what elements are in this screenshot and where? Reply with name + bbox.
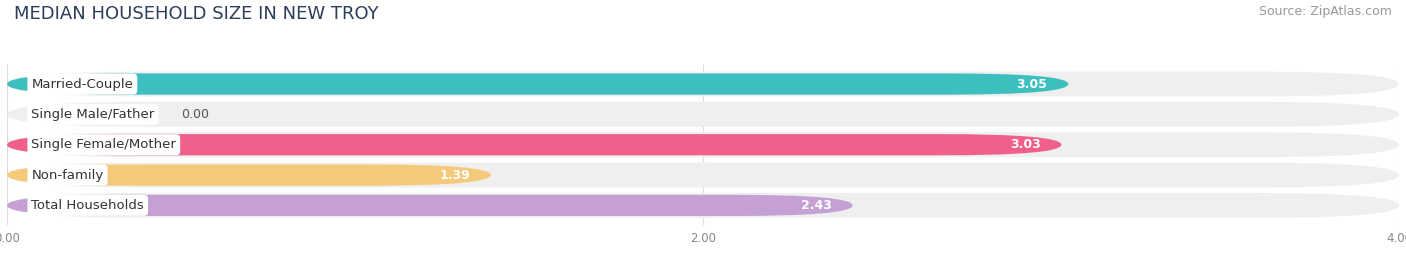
FancyBboxPatch shape (7, 132, 1399, 157)
FancyBboxPatch shape (7, 102, 1399, 127)
Text: Single Female/Mother: Single Female/Mother (31, 138, 176, 151)
Text: 3.05: 3.05 (1017, 77, 1047, 91)
Text: 3.03: 3.03 (1010, 138, 1040, 151)
Text: MEDIAN HOUSEHOLD SIZE IN NEW TROY: MEDIAN HOUSEHOLD SIZE IN NEW TROY (14, 5, 378, 23)
FancyBboxPatch shape (7, 195, 852, 216)
FancyBboxPatch shape (7, 73, 1069, 95)
Text: Total Households: Total Households (31, 199, 145, 212)
Text: Single Male/Father: Single Male/Father (31, 108, 155, 121)
Text: Source: ZipAtlas.com: Source: ZipAtlas.com (1258, 5, 1392, 18)
Text: 2.43: 2.43 (801, 199, 832, 212)
Text: Married-Couple: Married-Couple (31, 77, 134, 91)
FancyBboxPatch shape (7, 165, 491, 186)
Text: 0.00: 0.00 (181, 108, 209, 121)
FancyBboxPatch shape (7, 163, 1399, 188)
FancyBboxPatch shape (7, 134, 1062, 155)
Text: 1.39: 1.39 (439, 169, 470, 181)
FancyBboxPatch shape (7, 72, 1399, 96)
FancyBboxPatch shape (7, 193, 1399, 218)
Text: Non-family: Non-family (31, 169, 104, 181)
